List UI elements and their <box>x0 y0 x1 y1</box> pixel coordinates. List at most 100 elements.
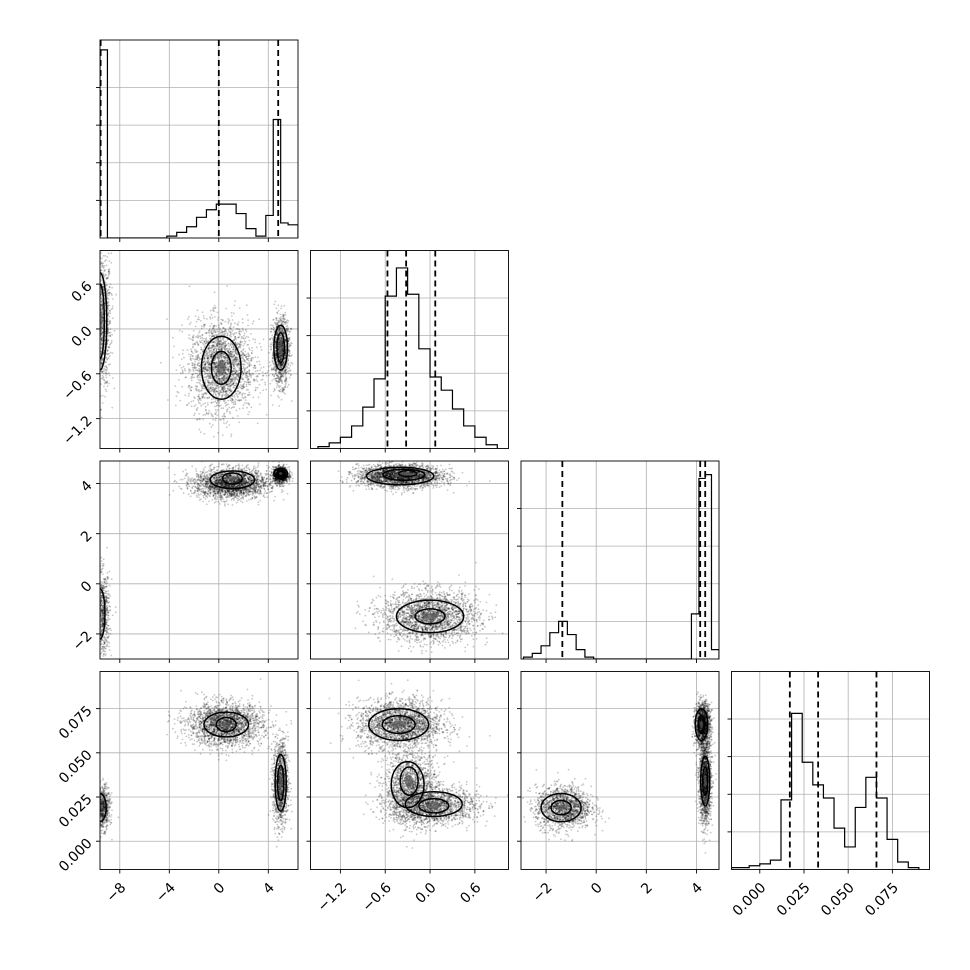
axis-frame <box>520 671 720 870</box>
axis-frame <box>99 460 299 660</box>
sample-points <box>100 678 293 848</box>
x-tick-label: −2 <box>530 880 556 906</box>
density-core <box>227 476 237 482</box>
axis-frame <box>520 460 720 660</box>
contour-ring <box>699 755 711 807</box>
contour-ring <box>540 792 582 823</box>
contour-ring <box>203 711 250 738</box>
scatter-panel-1-0 <box>96 250 299 453</box>
histogram-panel-0 <box>96 39 299 242</box>
density-core <box>405 774 414 788</box>
contour-ring <box>365 466 435 486</box>
contour-ring <box>274 753 287 812</box>
contour-ring <box>390 760 425 809</box>
contour-ring <box>209 470 256 490</box>
density-core <box>423 613 437 620</box>
contour-ring <box>215 716 237 733</box>
x-tick-label: −8 <box>104 880 130 906</box>
contour-ring <box>399 766 419 796</box>
scatter-panel-2-1 <box>306 460 509 663</box>
axis-frame <box>731 671 930 870</box>
x-tick-label: 0.025 <box>774 880 814 920</box>
y-tick-label: 2 <box>78 528 96 546</box>
density-core <box>221 721 231 728</box>
axis-frame <box>99 250 299 449</box>
histogram-panel-1 <box>306 250 509 453</box>
contour-ring <box>276 331 286 364</box>
density-core <box>699 720 703 729</box>
x-tick-label: 0 <box>211 880 229 898</box>
contour-ring <box>100 792 107 823</box>
sample-points <box>100 461 294 659</box>
contour-ring <box>221 472 244 485</box>
x-tick-label: 0 <box>588 880 606 898</box>
scatter-panel-3-2 <box>517 671 720 874</box>
y-tick-label: −0.6 <box>60 368 95 403</box>
scatter-panel-3-0 <box>96 671 299 874</box>
contour-ring <box>382 468 426 482</box>
density-core <box>279 472 283 475</box>
contour-ring <box>273 324 289 371</box>
contour-ring <box>100 283 106 360</box>
contour-ring <box>276 469 286 478</box>
density-core <box>556 804 566 811</box>
sample-points <box>328 679 509 849</box>
x-tick-label: 0.050 <box>818 880 858 920</box>
contour-ring <box>414 608 446 625</box>
contour-ring <box>404 790 463 818</box>
x-tick-label: 0.075 <box>862 880 902 920</box>
x-tick-label: −1.2 <box>315 880 350 915</box>
contour-ring <box>381 714 416 735</box>
density-core <box>279 340 283 355</box>
histogram-panel-2 <box>517 460 720 663</box>
density-core <box>704 774 707 788</box>
x-tick-label: 0.000 <box>730 880 770 920</box>
contour-ring <box>395 599 465 634</box>
density-core <box>391 720 407 729</box>
histogram-panel-3 <box>727 671 930 874</box>
x-tick-label: 4 <box>260 880 278 898</box>
scatter-panel-3-1 <box>306 671 509 874</box>
histogram-bars <box>522 474 719 659</box>
density-core <box>427 802 441 810</box>
sample-points <box>522 691 719 854</box>
histogram-bars <box>317 267 498 449</box>
y-tick-label: 0 <box>78 578 96 596</box>
histogram-bars <box>100 49 298 238</box>
contour-ring <box>418 798 450 814</box>
contour-ring <box>697 714 706 735</box>
y-tick-label: 0.6 <box>69 278 96 305</box>
contour-ring <box>276 764 285 802</box>
contour-ring <box>694 707 709 742</box>
axis-frame <box>310 460 509 660</box>
contour-ring <box>200 335 242 400</box>
y-tick-label: 0.025 <box>56 791 96 831</box>
y-tick-label: 0.000 <box>56 836 96 876</box>
axis-frame <box>99 671 299 870</box>
density-core <box>100 304 102 339</box>
x-tick-label: 2 <box>638 880 656 898</box>
x-tick-label: 4 <box>688 880 706 898</box>
x-tick-label: −0.6 <box>359 880 394 915</box>
scatter-panel-2-0 <box>96 460 299 663</box>
contour-ring <box>550 799 572 816</box>
contour-ring <box>100 272 108 371</box>
x-tick-label: 0.6 <box>457 880 484 907</box>
contour-ring <box>210 350 232 385</box>
y-tick-label: 0.050 <box>56 747 96 787</box>
x-tick-label: −4 <box>153 880 179 906</box>
contour-ring <box>273 467 289 480</box>
y-tick-label: 0.075 <box>56 703 96 743</box>
y-tick-label: −2 <box>70 628 96 654</box>
contour-ring <box>397 469 418 478</box>
y-tick-label: 4 <box>78 478 96 496</box>
histogram-bars <box>731 712 920 870</box>
axis-frame <box>310 250 509 449</box>
density-core <box>216 360 226 376</box>
x-tick-label: 0.0 <box>413 880 440 907</box>
y-tick-label: 0.0 <box>69 323 96 350</box>
axis-frame <box>310 671 509 870</box>
density-core <box>403 472 412 475</box>
y-tick-label: −1.2 <box>60 413 95 448</box>
